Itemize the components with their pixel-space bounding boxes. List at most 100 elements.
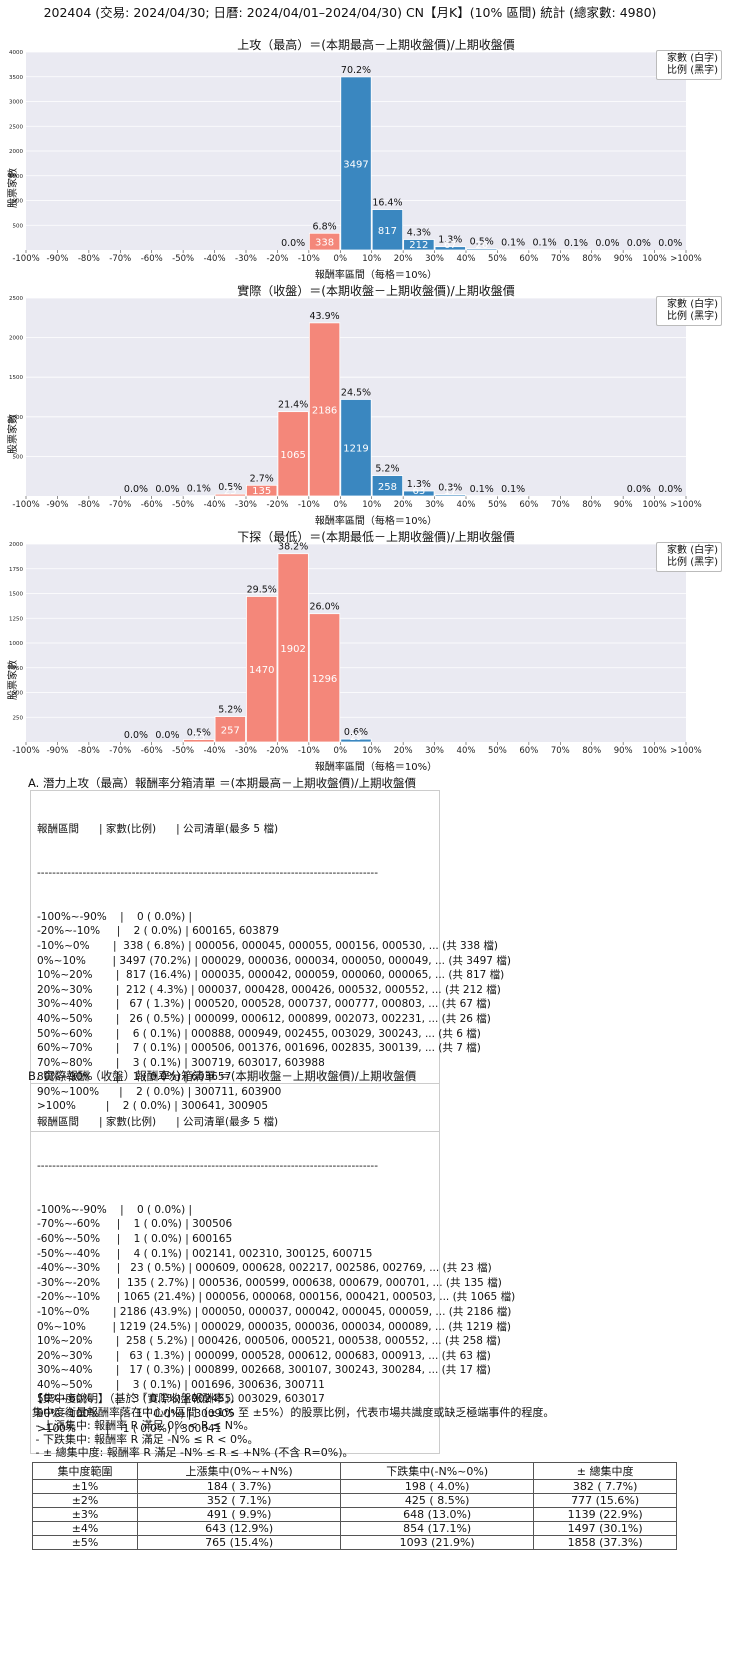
bar: [308, 322, 341, 497]
bar: [246, 484, 278, 497]
x-tick-label: -50%: [172, 254, 194, 264]
count-label: 25: [192, 732, 205, 743]
percent-label: 5.2%: [218, 705, 242, 716]
x-tick-label: -80%: [78, 254, 100, 264]
table-cell: 777 (15.6%): [533, 1493, 677, 1508]
y-tick-label: 500: [13, 691, 24, 697]
count-label: 23: [224, 486, 237, 497]
x-tick-label: -30%: [235, 254, 257, 264]
list-item: 20%~30% | 63 ( 1.3%) | 000099, 000528, 0…: [37, 1349, 491, 1362]
x-tick-label: 70%: [551, 254, 570, 264]
list-item: >100% | 2 ( 0.0%) | 300641, 300905: [37, 1100, 269, 1113]
bar: [277, 553, 309, 743]
y-tick-label: 2500: [9, 124, 23, 130]
count-label: 3497: [343, 159, 368, 170]
percent-label: 0.0%: [155, 484, 179, 495]
bar: [214, 493, 246, 497]
table-cell: 198 ( 4.0%): [340, 1479, 535, 1494]
table-row: ±4% 643 (12.9%) 854 (17.1%) 1497 (30.1%): [31, 1521, 677, 1536]
bar: [403, 239, 435, 251]
x-tick-label: -10%: [298, 746, 320, 756]
y-tick-label: 2000: [9, 149, 23, 155]
list-rows: -100%~-90% | 0 ( 0.0%) | -20%~-10% | 2 ( …: [37, 910, 511, 1114]
x-tick-label: 0%: [334, 500, 348, 510]
chart-downside: 下探（最低）＝(本期最低－上期收盤價)/上期收盤價 250 500 750 1000 1…: [0, 528, 740, 783]
bar: [466, 248, 498, 251]
y-tick-label: 250: [13, 715, 24, 721]
list-item: >100% | 1 ( 0.0%) | 300641: [37, 1422, 222, 1435]
count-label: 63: [412, 486, 425, 497]
count-label: 1065: [280, 450, 305, 461]
x-tick-label: 40%: [457, 254, 476, 264]
x-tick-label: 60%: [519, 500, 538, 510]
x-tick-label: >100%: [670, 254, 701, 264]
table-cell: 765 (15.4%): [137, 1535, 342, 1550]
y-tick-label: 3000: [9, 100, 23, 106]
x-tick-label: 50%: [488, 254, 507, 264]
table-cell: ±1%: [31, 1479, 139, 1494]
list-rows: -100%~-90% | 0 ( 0.0%) | -70%~-60% | 1 ( …: [37, 1203, 515, 1437]
x-tick-label: 80%: [582, 746, 601, 756]
bar: [214, 716, 246, 743]
x-tick-label: -80%: [78, 746, 100, 756]
x-tick-label: >100%: [670, 746, 701, 756]
list-item: 50%~60% | 3 ( 0.1%) | 002455, 003029, 60…: [37, 1393, 325, 1406]
list-item: 90%~100% | 1 ( 0.0%) | 300905: [37, 1408, 235, 1421]
x-tick-label: 10%: [362, 500, 381, 510]
x-axis-label: 報酬率區間（每格＝10%）: [314, 270, 438, 281]
list-item: -10%~0% | 2186 (43.9%) | 000050, 000037,…: [37, 1305, 512, 1318]
x-tick-label: 20%: [394, 500, 413, 510]
percent-label: 4.3%: [407, 228, 431, 239]
legend-ratio-label: 比例 (黑字): [667, 557, 718, 568]
x-tick-label: 50%: [488, 500, 507, 510]
chart-upside: 上攻（最高）＝(本期最高－上期收盤價)/上期收盤價 500 1000 1500 200…: [0, 36, 740, 291]
legend-count-label: 家數 (白字): [667, 299, 718, 310]
percent-label: 0.1%: [533, 238, 557, 249]
list-item: -60%~-50% | 1 ( 0.0%) | 600165: [37, 1232, 233, 1245]
x-tick-label: -20%: [266, 254, 288, 264]
y-tick-label: 1000: [9, 199, 23, 205]
y-tick-label: 3500: [9, 75, 23, 81]
x-tick-label: -80%: [78, 500, 100, 510]
table-cell: 382 ( 7.7%): [533, 1479, 677, 1494]
y-tick-label: 2500: [9, 296, 23, 302]
legend: 家數 (白字) 比例 (黑字): [656, 50, 722, 80]
note-line: - 下跌集中: 報酬率 R 滿足 -N% ≤ R < 0%。: [32, 1432, 259, 1446]
x-tick-label: 80%: [582, 254, 601, 264]
table-body: ±1% 184 ( 3.7%) 198 ( 4.0%) 382 ( 7.7%) ±2% 3…: [31, 1479, 677, 1550]
x-tick-label: 20%: [394, 746, 413, 756]
page-title: 202404 (交易: 2024/04/30; 日曆: 2024/04/01–2…: [43, 5, 657, 20]
table-cell: 1139 (22.9%): [533, 1507, 677, 1522]
bar: [371, 209, 404, 251]
y-tick-label: 1750: [9, 567, 23, 573]
percent-label: 0.0%: [124, 730, 148, 741]
list-item: 60%~70% | 7 ( 0.1%) | 000506, 001376, 00…: [37, 1042, 481, 1055]
x-tick-label: 30%: [425, 746, 444, 756]
x-tick-label: -10%: [298, 254, 320, 264]
percent-label: 6.8%: [313, 221, 337, 232]
concentration-table: 集中度範圍 上漲集中(0%~+N%) 下跌集中(-N%~0%) ± 總集中度 ±…: [31, 1462, 677, 1550]
x-tick-label: 90%: [614, 500, 633, 510]
table-cell: 648 (13.0%): [340, 1507, 535, 1522]
table-cell: 352 ( 7.1%): [137, 1493, 342, 1508]
percent-label: 2.7%: [250, 473, 274, 484]
x-tick-label: -10%: [298, 500, 320, 510]
bar: [183, 739, 215, 743]
legend-ratio-label: 比例 (黑字): [667, 65, 718, 76]
table-cell: ±2%: [31, 1493, 139, 1508]
count-label: 1470: [249, 665, 274, 676]
chart-svg: 500 1000 1500 2000 2500 -100% -90% -80% -70% -60%…: [9, 296, 702, 510]
x-axis-label: 報酬率區間（每格＝10%）: [314, 516, 438, 527]
x-tick-label: 60%: [519, 746, 538, 756]
percent-label: 0.0%: [124, 484, 148, 495]
y-tick-label: 750: [13, 666, 24, 672]
note-line: 集中度衡量報酬率落在中心小區間（±1% 至 ±5%）的股票比例，代表市場共識度或…: [32, 1405, 555, 1419]
list-item: 50%~60% | 6 ( 0.1%) | 000888, 000949, 00…: [37, 1027, 481, 1040]
x-tick-label: -30%: [235, 746, 257, 756]
list-header: 報酬區間 | 家數(比例) | 公司清單(最多 5 檔): [37, 823, 279, 836]
list-item: -30%~-20% | 135 ( 2.7%) | 000536, 000599…: [37, 1276, 502, 1289]
legend-ratio-label: 比例 (黑字): [667, 311, 718, 322]
x-tick-label: 20%: [394, 254, 413, 264]
table-cell: ±5%: [31, 1535, 139, 1550]
x-tick-label: -60%: [141, 746, 163, 756]
